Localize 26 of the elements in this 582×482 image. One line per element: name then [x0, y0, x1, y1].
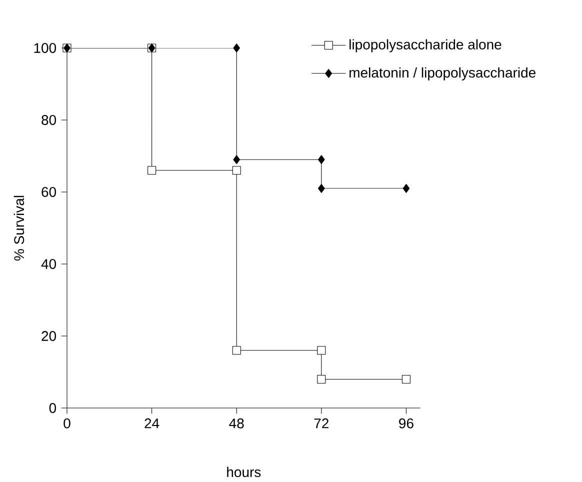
legend-label: melatonin / lipopolysaccharide [350, 68, 536, 81]
y-axis-title: % Survival [14, 196, 24, 261]
legend-label: lipopolysaccharide alone [350, 39, 502, 52]
x-tick-label: 72 [314, 418, 328, 428]
point [318, 184, 325, 194]
x-tick-label: 0 [64, 418, 70, 429]
x-tick-label: 96 [399, 418, 414, 429]
point [233, 155, 240, 164]
point [148, 166, 156, 175]
x-tick-label: 48 [229, 418, 244, 429]
point [318, 155, 325, 164]
point [402, 375, 410, 384]
y-tick-label: 20 [42, 331, 56, 342]
y-tick-label: 40 [41, 259, 56, 270]
point [317, 346, 326, 355]
point [232, 166, 241, 175]
y-tick-label: 0 [49, 403, 56, 414]
y-tick-label: 60 [42, 187, 56, 198]
point [317, 375, 326, 384]
y-tick-label: 80 [42, 115, 56, 126]
x-axis-title: hours [227, 467, 261, 478]
point [232, 346, 241, 355]
x-tick-label: 24 [144, 418, 160, 428]
point [402, 184, 410, 194]
y-tick-label: 100 [34, 43, 56, 54]
point [233, 44, 240, 53]
